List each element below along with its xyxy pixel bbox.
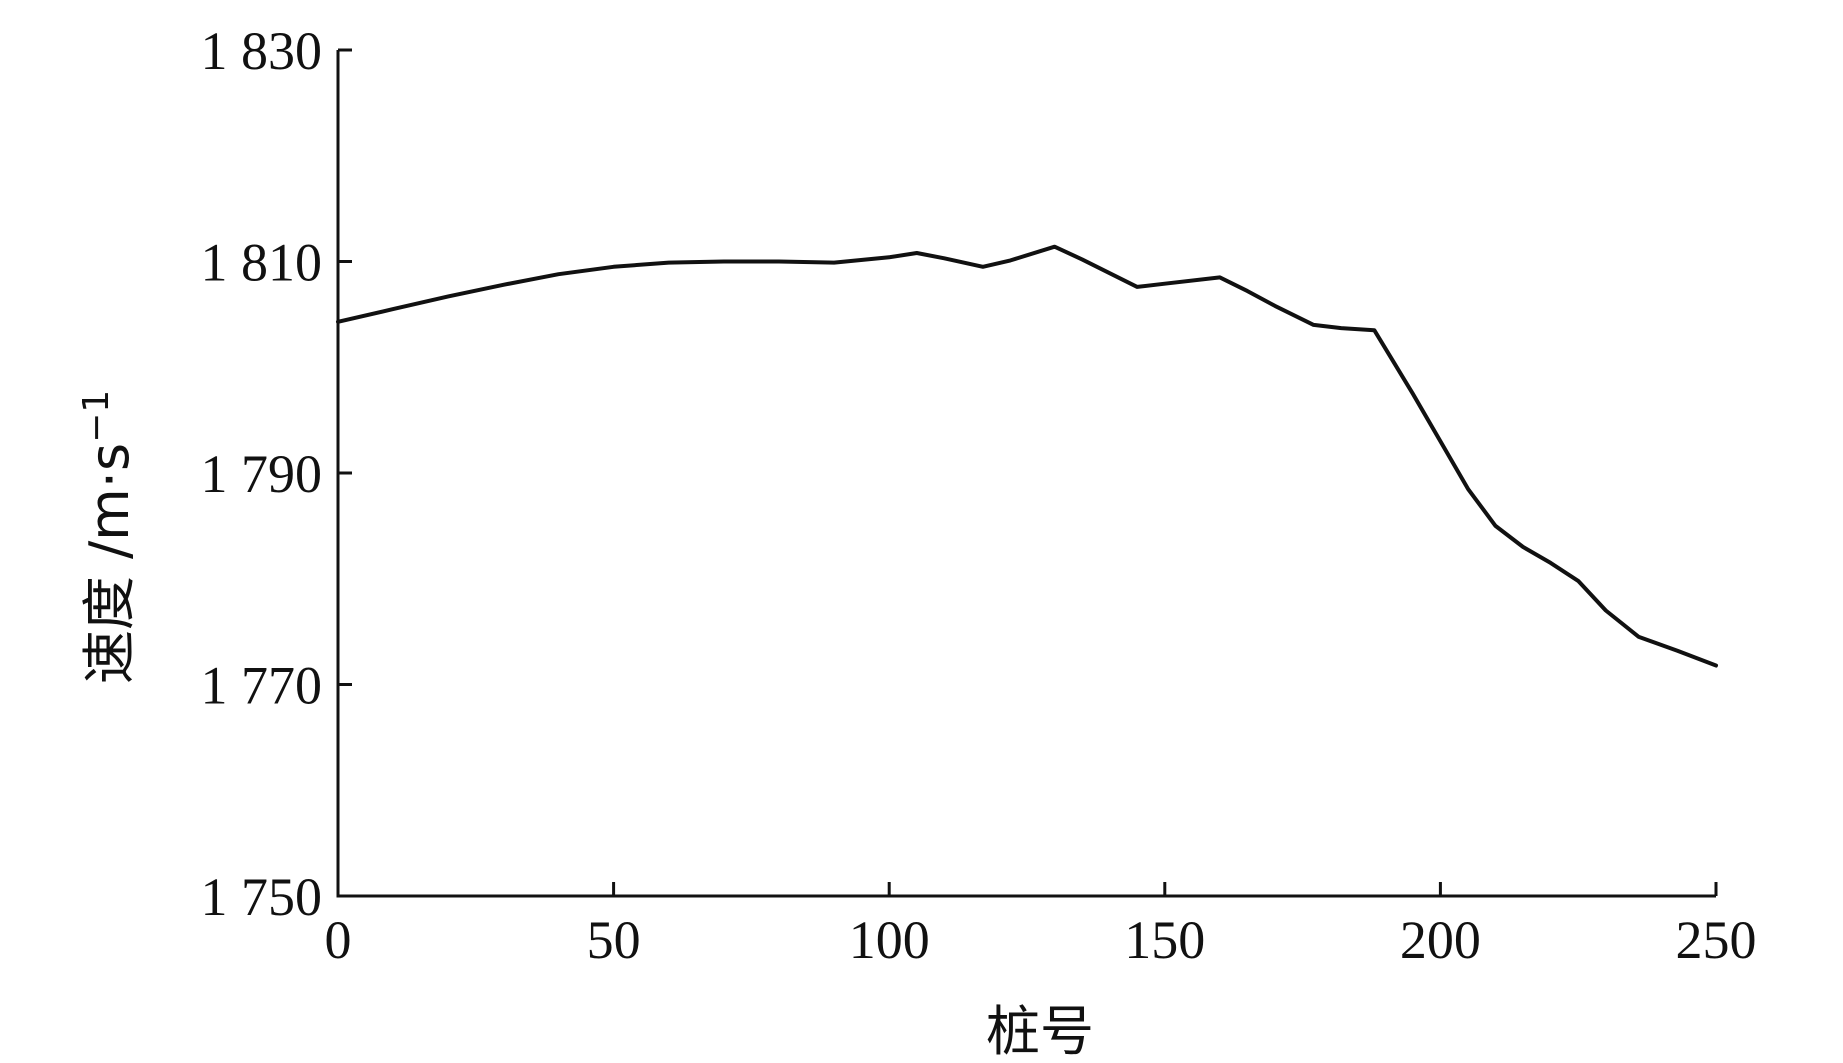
- y-tick-label: 1 750: [201, 867, 323, 927]
- x-tick-label: 250: [1676, 910, 1757, 970]
- x-tick-label: 200: [1400, 910, 1481, 970]
- x-tick-label: 0: [325, 910, 352, 970]
- x-tick-label: 150: [1124, 910, 1205, 970]
- y-axis-title: 速度 /m·s−1: [76, 390, 141, 684]
- y-tick-label: 1 790: [201, 444, 323, 504]
- y-axis-title-group: 速度 /m·s−1: [76, 390, 141, 684]
- series-line: [336, 244, 1718, 668]
- y-axis-title-text: 速度 /m·s: [78, 443, 141, 684]
- axes-frame: [336, 50, 1716, 898]
- y-tick-label: 1 770: [201, 656, 323, 716]
- x-axis-title: 桩号: [986, 1000, 1094, 1063]
- x-axis-ticks: 0 50 100 150 200 250: [325, 882, 1757, 970]
- y-tick-label: 1 810: [201, 233, 323, 293]
- x-tick-label: 50: [587, 910, 641, 970]
- y-axis-ticks: 1 750 1 770 1 790 1 810 1 830: [201, 21, 352, 927]
- y-axis-title-superscript: −1: [76, 390, 117, 443]
- y-tick-label: 1 830: [201, 21, 323, 81]
- x-tick-label: 100: [849, 910, 930, 970]
